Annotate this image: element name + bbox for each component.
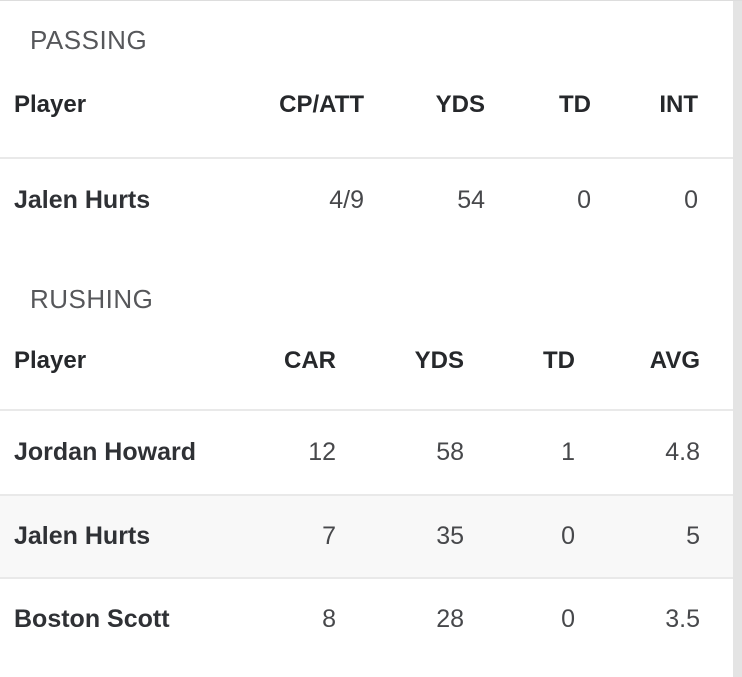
player-row[interactable]: Boston Scott 8 28 0 3.5: [0, 577, 733, 660]
section-title: PASSING: [30, 25, 148, 55]
player-name: Jalen Hurts: [14, 522, 151, 550]
stat-value-cpatt: 4/9: [329, 186, 364, 214]
table-header-row: Player CP/ATT YDS TD INT: [0, 53, 733, 159]
column-header-int: INT: [659, 91, 698, 118]
player-name: Jalen Hurts: [14, 186, 151, 214]
section-title: RUSHING: [30, 284, 154, 314]
stat-value-td: 1: [561, 438, 575, 466]
player-row[interactable]: Jalen Hurts 4/9 54 0 0: [0, 159, 733, 242]
stat-value-td: 0: [561, 605, 575, 633]
stat-value-td: 0: [577, 186, 591, 214]
column-header-td: TD: [543, 346, 575, 374]
column-header-player: Player: [14, 346, 87, 374]
section-rushing: RUSHING Player CAR YDS TD AVG Jordan Howard 1…: [0, 242, 733, 660]
stat-value-car: 8: [322, 605, 336, 633]
player-row[interactable]: Jordan Howard 12 58 1 4.8: [0, 411, 733, 494]
table-rows: Jalen Hurts 4/9 54 0 0: [0, 159, 733, 242]
player-name: Jordan Howard: [14, 438, 196, 466]
column-header-yds: YDS: [435, 91, 485, 118]
scrollbar-track[interactable]: [733, 1, 742, 677]
stat-value-avg: 5: [686, 522, 700, 550]
player-name: Boston Scott: [14, 605, 170, 633]
table-rows: Jordan Howard 12 58 1 4.8 Jalen Hurts 7 35 0 5 B…: [0, 411, 733, 660]
column-header-player: Player: [14, 91, 87, 118]
stat-value-int: 0: [684, 186, 698, 214]
player-row[interactable]: Jalen Hurts 7 35 0 5: [0, 494, 733, 577]
column-header-car: CAR: [284, 346, 336, 374]
stat-value-yds: 54: [457, 186, 485, 214]
stat-value-yds: 58: [436, 438, 464, 466]
stat-value-avg: 4.8: [665, 438, 700, 466]
section-passing: PASSING Player CP/ATT YDS TD INT Jalen Hurts…: [0, 1, 733, 242]
stat-value-car: 12: [308, 438, 336, 466]
column-header-avg: AVG: [649, 346, 700, 374]
table-header-row: Player CAR YDS TD AVG: [0, 312, 733, 411]
stat-value-car: 7: [322, 522, 336, 550]
stat-value-avg: 3.5: [665, 605, 700, 633]
column-header-td: TD: [559, 91, 591, 118]
stat-value-yds: 35: [436, 522, 464, 550]
box-score: PASSING Player CP/ATT YDS TD INT Jalen Hurts…: [0, 1, 733, 660]
stat-value-td: 0: [561, 522, 575, 550]
column-header-cpatt: CP/ATT: [279, 91, 364, 118]
stat-value-yds: 28: [436, 605, 464, 633]
column-header-yds: YDS: [414, 346, 464, 374]
